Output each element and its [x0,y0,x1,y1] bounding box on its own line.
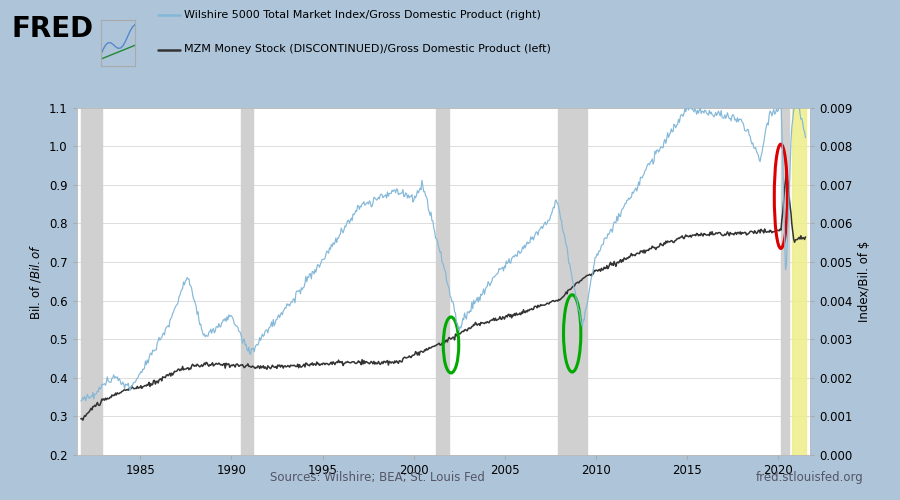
Y-axis label: Index/Bil. of $: Index/Bil. of $ [858,240,871,322]
Bar [558,108,587,455]
Text: Sources: Wilshire; BEA; St. Louis Fed: Sources: Wilshire; BEA; St. Louis Fed [270,471,485,484]
Bar [792,108,806,455]
Bar [81,108,103,455]
Bar [436,108,448,455]
Text: fred.stlouisfed.org: fred.stlouisfed.org [756,471,864,484]
Y-axis label: Bil. of $/Bil. of $: Bil. of $/Bil. of $ [28,243,43,320]
Bar [240,108,253,455]
Text: Wilshire 5000 Total Market Index/Gross Domestic Product (right): Wilshire 5000 Total Market Index/Gross D… [184,10,542,20]
Text: MZM Money Stock (DISCONTINUED)/Gross Domestic Product (left): MZM Money Stock (DISCONTINUED)/Gross Dom… [184,44,552,54]
Bar [781,108,788,455]
Text: FRED: FRED [12,15,94,43]
